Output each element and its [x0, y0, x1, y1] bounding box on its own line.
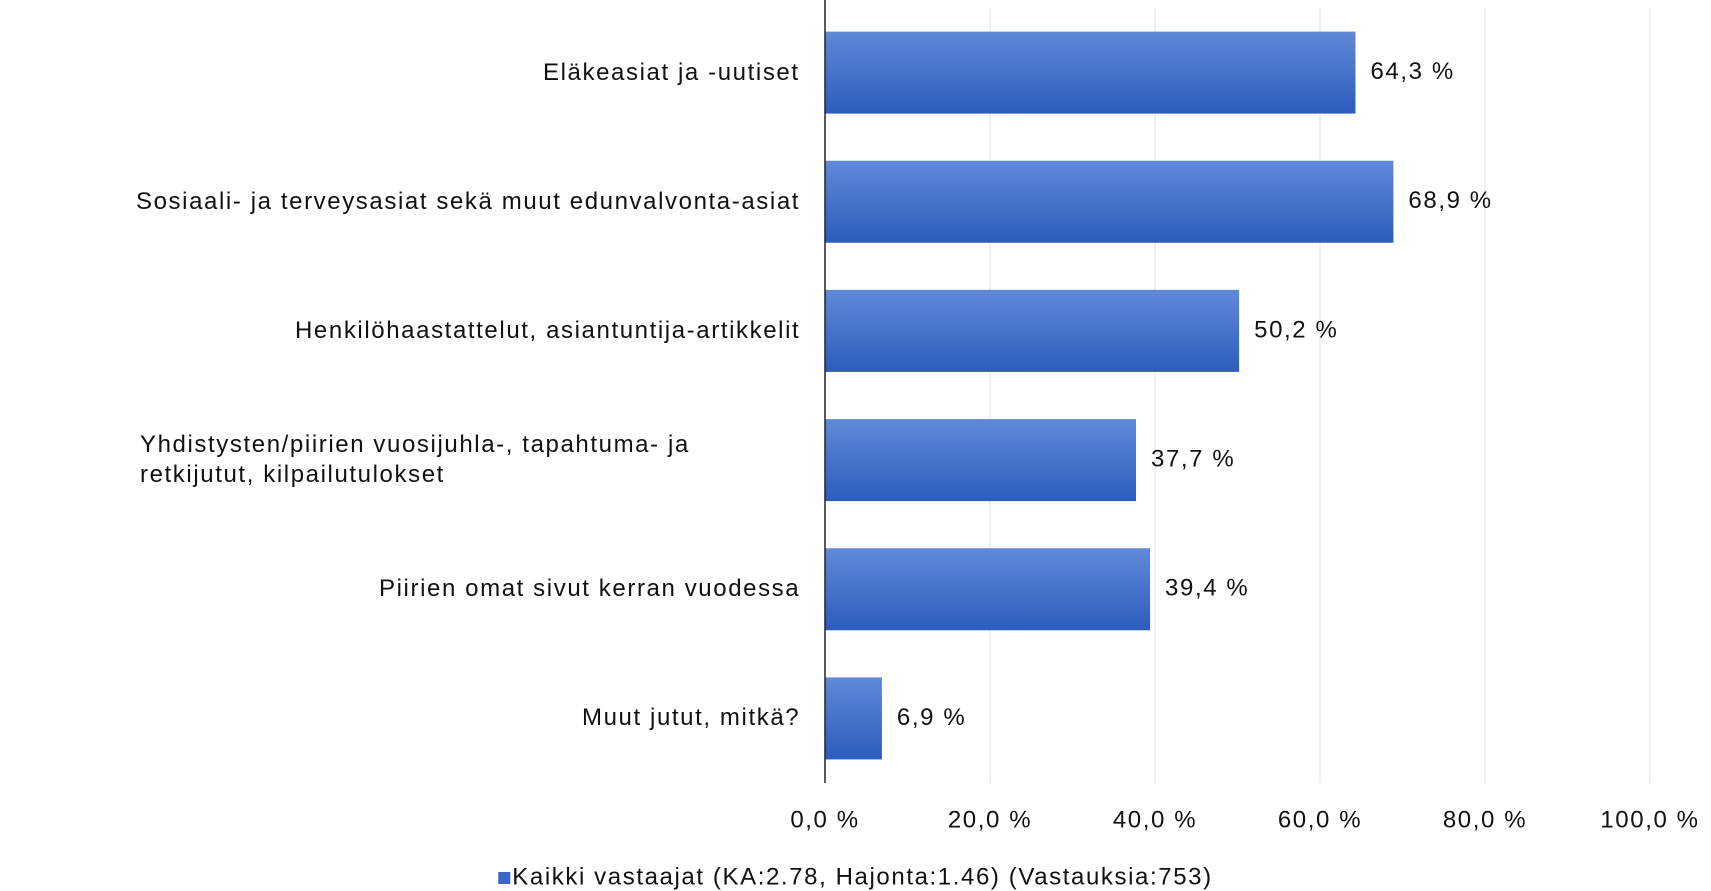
x-tick-label: 60,0 % [1278, 806, 1362, 833]
bar [825, 419, 1137, 502]
category-label: Yhdistysten/piirien vuosijuhla-, tapahtu… [140, 431, 690, 489]
category-label: Eläkeasiat ja -uutiset [543, 58, 800, 86]
x-tick-label: 0,0 % [790, 806, 859, 833]
legend-label: Kaikki vastaajat (KA:2.78, Hajonta:1.46)… [512, 863, 1212, 890]
x-tick-label: 20,0 % [948, 806, 1032, 833]
x-tick-label: 40,0 % [1113, 806, 1197, 833]
value-label: 64,3 % [1370, 58, 1454, 85]
value-label: 68,9 % [1408, 187, 1492, 214]
value-label: 50,2 % [1254, 316, 1338, 343]
x-tick-label: 80,0 % [1443, 806, 1527, 833]
bar [825, 677, 882, 760]
bar [825, 160, 1394, 243]
x-tick-label: 100,0 % [1600, 806, 1699, 833]
category-label: Muut jutut, mitkä? [582, 704, 801, 732]
legend-swatch [498, 872, 511, 884]
value-label: 39,4 % [1165, 575, 1249, 602]
category-label: Henkilöhaastattelut, asiantuntija-artikk… [295, 316, 801, 344]
bar [825, 548, 1151, 631]
category-label: Sosiaali- ja terveysasiat sekä muut edun… [136, 187, 801, 215]
value-label: 6,9 % [897, 704, 966, 731]
category-label: Piirien omat sivut kerran vuodessa [379, 575, 801, 603]
bar [825, 31, 1356, 114]
bar [825, 289, 1240, 372]
value-label: 37,7 % [1151, 445, 1235, 472]
